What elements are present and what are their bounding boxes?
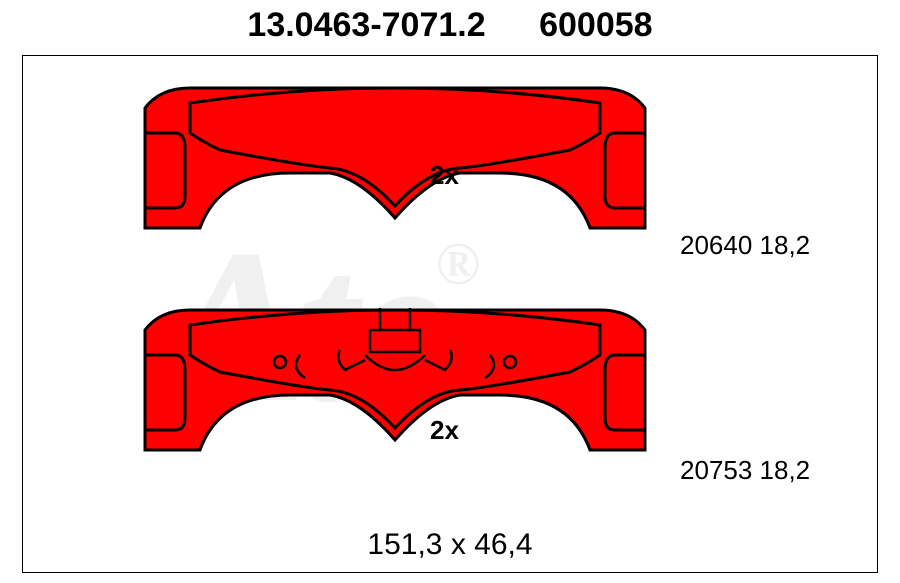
- part-number: 13.0463-7071.2: [247, 6, 485, 44]
- secondary-number: 600058: [539, 6, 652, 44]
- pad-upper-code: 20640 18,2: [680, 230, 810, 261]
- pad-upper-qty: 2x: [430, 160, 459, 191]
- brake-pad-upper: [130, 78, 660, 256]
- brake-pad-lower: [130, 300, 660, 478]
- dimensions-label: 151,3 x 46,4: [0, 528, 900, 562]
- pad-lower-qty: 2x: [430, 415, 459, 446]
- pad-lower-code: 20753 18,2: [680, 455, 810, 486]
- brake-pad-lower-svg: [130, 300, 660, 478]
- brake-pad-upper-svg: [130, 78, 660, 256]
- header: 13.0463-7071.2 600058: [0, 6, 900, 45]
